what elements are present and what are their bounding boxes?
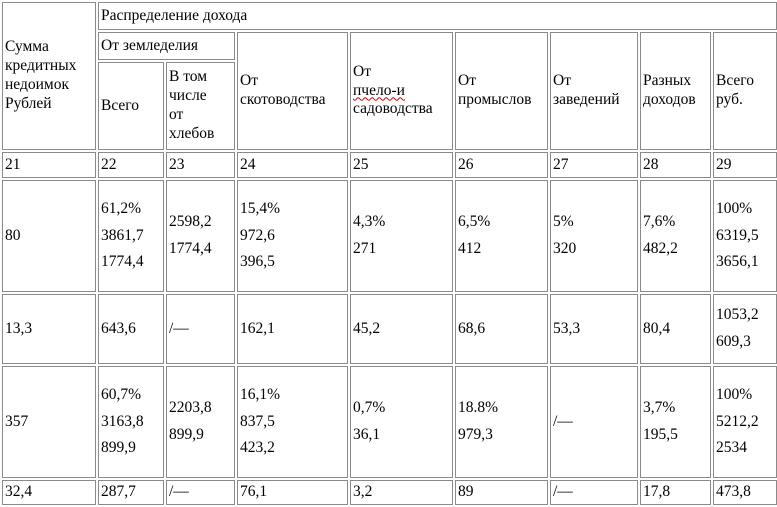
header-row-1: Сумма кредитных недоимок Рублей Распреде… xyxy=(2,2,777,150)
total-cell: 100% 5212,2 2534 xyxy=(713,366,777,478)
agri-total-cell: 61,2% 3861,7 1774,4 xyxy=(98,180,164,292)
total-rub-header: Всего руб. xyxy=(713,32,777,150)
header-row-3: Всего В том числе от хлебов xyxy=(2,62,777,150)
agri-total-cell: 287,7 xyxy=(98,480,164,505)
table-row: 32,4 287,7 /— 76,1 3,2 89 /— 17,8 473,8 xyxy=(2,480,777,505)
total-cell: 100% 6319,5 3656,1 xyxy=(713,180,777,292)
grain-cell: /— xyxy=(166,294,235,364)
bee-garden-cell: 3,2 xyxy=(350,480,453,505)
column-number: 21 xyxy=(2,152,96,178)
establishments-cell: /— xyxy=(550,480,638,505)
establishments-cell: /— xyxy=(550,366,638,478)
table-row: 13,3 643,6 /— 162,1 45,2 68,6 53,3 80,4 … xyxy=(2,294,777,364)
livestock-cell: 16,1% 837,5 423,2 xyxy=(237,366,348,478)
income-distribution-header: Распределение дохода xyxy=(98,2,777,30)
misc-income-cell: 3,7% 195,5 xyxy=(640,366,711,478)
column-number: 22 xyxy=(98,152,164,178)
table-row: 357 60,7% 3163,8 899,9 2203,8 899,9 16,1… xyxy=(2,366,777,478)
livestock-cell: 15,4% 972,6 396,5 xyxy=(237,180,348,292)
trades-header: От промыслов xyxy=(455,32,548,150)
total-cell: 1053,2 609,3 xyxy=(713,294,777,364)
agri-total-cell: 643,6 xyxy=(98,294,164,364)
trades-cell: 6,5% 412 xyxy=(455,180,548,292)
column-number: 28 xyxy=(640,152,711,178)
misc-income-cell: 7,6% 482,2 xyxy=(640,180,711,292)
column-number: 25 xyxy=(350,152,453,178)
debt-cell: 13,3 xyxy=(2,294,96,364)
grain-header: В том числе от хлебов xyxy=(166,62,235,150)
grain-cell: 2598,2 1774,4 xyxy=(166,180,235,292)
establishments-header: От заведений xyxy=(550,32,638,150)
column-number: 27 xyxy=(550,152,638,178)
column-number: 23 xyxy=(166,152,235,178)
bee-garden-cell: 4,3% 271 xyxy=(350,180,453,292)
misc-income-header: Разных доходов xyxy=(640,32,711,150)
column-number: 24 xyxy=(237,152,348,178)
column-number: 29 xyxy=(713,152,777,178)
bee-garden-cell: 45,2 xyxy=(350,294,453,364)
total-cell: 473,8 xyxy=(713,480,777,505)
agri-total-cell: 60,7% 3163,8 899,9 xyxy=(98,366,164,478)
misc-income-cell: 80,4 xyxy=(640,294,711,364)
livestock-header: От скотоводства xyxy=(237,32,348,150)
debt-cell: 32,4 xyxy=(2,480,96,505)
agri-total-header: Всего xyxy=(98,62,164,150)
column-number: 26 xyxy=(455,152,548,178)
livestock-cell: 162,1 xyxy=(237,294,348,364)
debt-sum-header: Сумма кредитных недоимок Рублей xyxy=(2,2,96,150)
column-number-row: 21 22 23 24 25 26 27 28 29 xyxy=(2,152,777,178)
trades-cell: 18.8% 979,3 xyxy=(455,366,548,478)
grain-cell: 2203,8 899,9 xyxy=(166,366,235,478)
header-row-2: От земледелия От скотоводства От пчело-и… xyxy=(2,32,777,150)
bee-garden-cell: 0,7% 36,1 xyxy=(350,366,453,478)
misc-income-cell: 17,8 xyxy=(640,480,711,505)
debt-cell: 357 xyxy=(2,366,96,478)
table-row: 80 61,2% 3861,7 1774,4 2598,2 1774,4 15,… xyxy=(2,180,777,292)
livestock-cell: 76,1 xyxy=(237,480,348,505)
establishments-cell: 5% 320 xyxy=(550,180,638,292)
establishments-cell: 53,3 xyxy=(550,294,638,364)
debt-cell: 80 xyxy=(2,180,96,292)
trades-cell: 89 xyxy=(455,480,548,505)
grain-cell: /— xyxy=(166,480,235,505)
agriculture-header: От земледелия xyxy=(98,32,235,60)
trades-cell: 68,6 xyxy=(455,294,548,364)
bee-garden-header: От пчело-и садоводства xyxy=(350,32,453,150)
